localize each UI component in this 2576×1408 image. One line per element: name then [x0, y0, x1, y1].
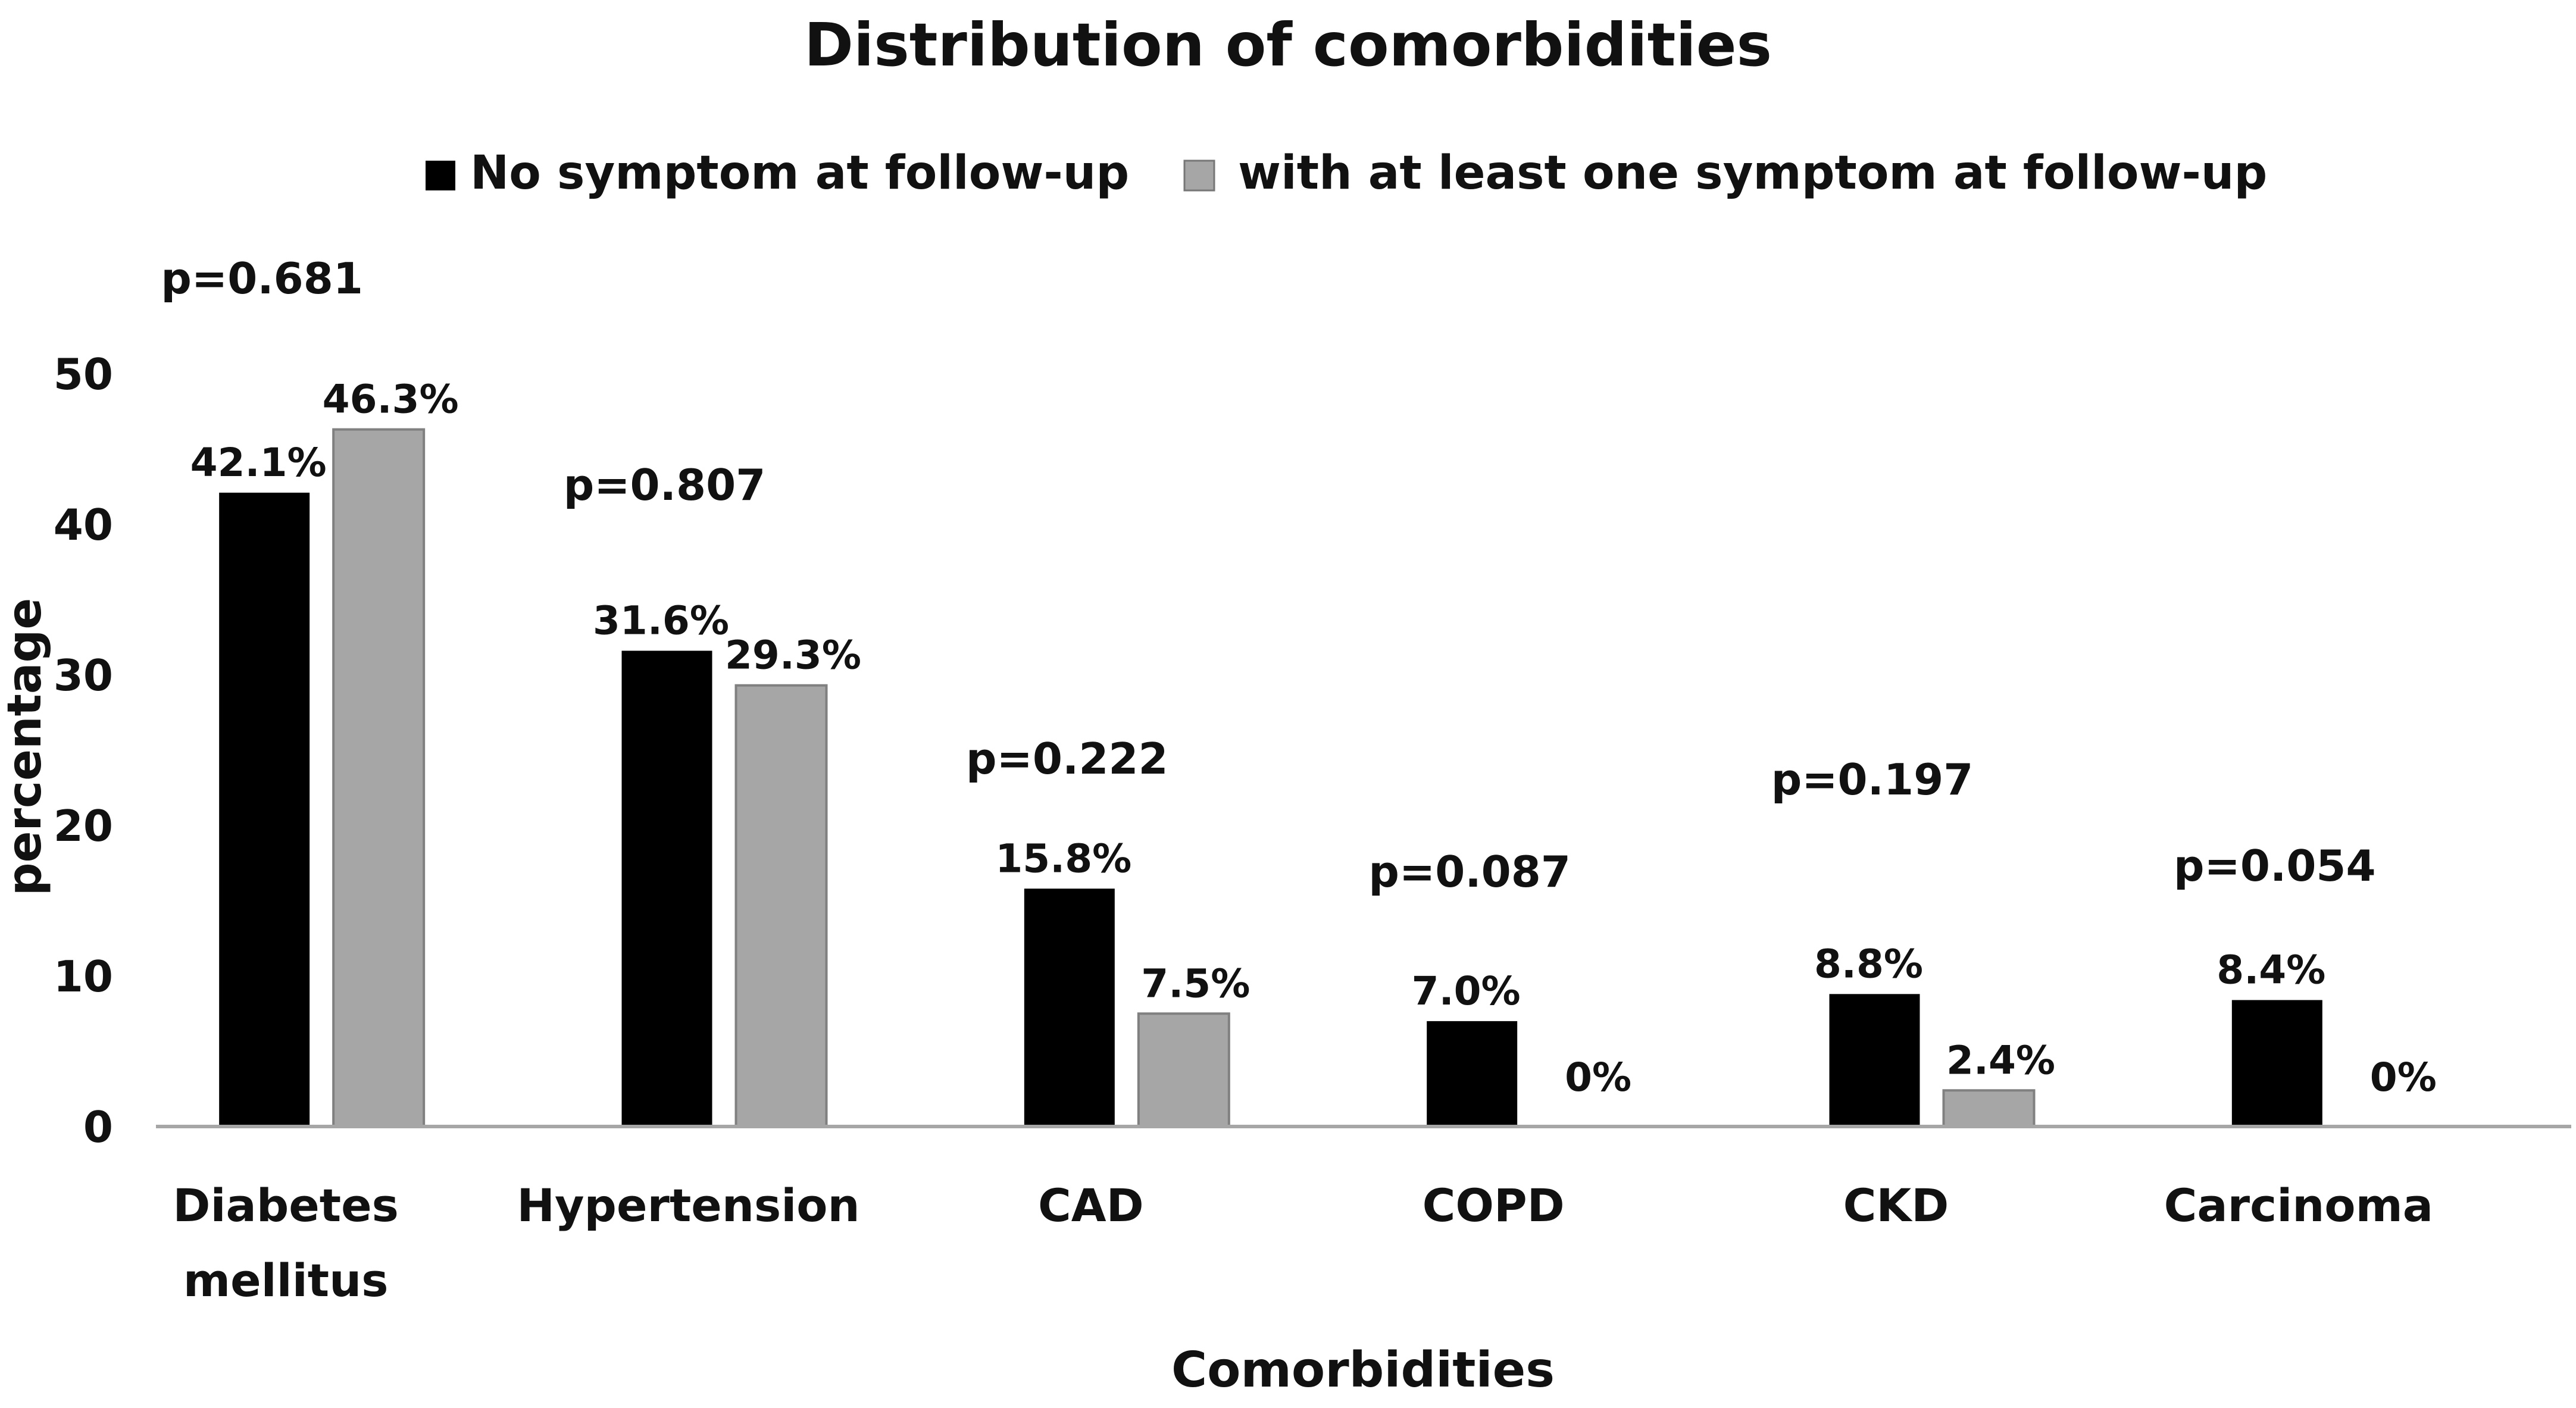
bar-value-labels: 42.1% 46.3% 31.6%29.3% 15.8% 7.5% 7.0% 0% 8.8% 2… — [190, 377, 2437, 1100]
bar-label-with-symptom: 0% — [1565, 1055, 1631, 1100]
legend-label-with-symptom: with at least one symptom at follow-up — [1238, 146, 2267, 200]
bar-label-no-symptom: 15.8% — [995, 836, 1131, 881]
y-tick-label: 20 — [54, 801, 113, 851]
bar-with-symptom — [1137, 1012, 1230, 1128]
p-value-annotation: p=0.054 — [2174, 841, 2376, 891]
bar-label-no-symptom: 31.6% — [593, 598, 729, 644]
p-value-annotation: p=0.681 — [161, 254, 363, 303]
x-tick-label: Diabetes — [173, 1179, 398, 1232]
x-tick-label: mellitus — [183, 1254, 389, 1307]
bar-no-symptom — [2231, 1000, 2322, 1127]
bar-with-symptom — [1942, 1089, 2036, 1128]
x-tick-label: CAD — [1038, 1179, 1144, 1232]
bar-with-symptom — [734, 684, 828, 1128]
p-value-annotations: p=0.681 p=0.807 p=0.222 p=0.087 p=0.197 p=0.0… — [161, 254, 2375, 897]
bar-label-with-symptom: 29.3% — [725, 633, 861, 678]
x-axis-label: Comorbidities — [1171, 1342, 1555, 1398]
bar-with-symptom — [332, 428, 426, 1128]
legend-swatch-no-symptom — [426, 161, 455, 190]
bar-no-symptom — [1024, 888, 1115, 1127]
bars — [219, 428, 2322, 1128]
x-axis-categories: Diabetes mellitus Hypertension CAD COPD CKD Ca… — [173, 1179, 2433, 1307]
bar-label-no-symptom: 42.1% — [190, 440, 327, 486]
p-value-annotation: p=0.087 — [1368, 847, 1571, 897]
legend-swatch-with-symptom — [1183, 159, 1215, 192]
bar-no-symptom — [1829, 994, 1920, 1127]
legend-label-no-symptom: No symptom at follow-up — [470, 146, 1129, 200]
p-value-annotation: p=0.807 — [564, 460, 766, 510]
bar-label-no-symptom: 8.8% — [1814, 941, 1923, 987]
y-tick-label: 50 — [54, 349, 113, 399]
bar-label-with-symptom: 7.5% — [1141, 960, 1250, 1006]
y-axis-label: percentage — [0, 598, 52, 896]
p-value-annotation: p=0.197 — [1771, 755, 1974, 805]
y-axis-ticks: 0 10 20 30 40 50 — [54, 349, 113, 1152]
y-tick-label: 40 — [54, 500, 113, 550]
x-tick-label: CKD — [1843, 1179, 1949, 1232]
p-value-annotation: p=0.222 — [966, 734, 1168, 784]
x-tick-label: Carcinoma — [2164, 1179, 2433, 1232]
bar-no-symptom — [219, 492, 310, 1127]
y-tick-label: 10 — [54, 952, 113, 1002]
bar-label-no-symptom: 8.4% — [2217, 947, 2325, 993]
bar-label-with-symptom: 2.4% — [1946, 1037, 2055, 1083]
legend: No symptom at follow-up with at least on… — [426, 146, 2267, 200]
y-tick-label: 0 — [83, 1102, 113, 1152]
bar-no-symptom — [1427, 1021, 1518, 1127]
x-tick-label: COPD — [1423, 1179, 1565, 1232]
y-tick-label: 30 — [54, 650, 113, 700]
bar-label-no-symptom: 7.0% — [1412, 968, 1521, 1014]
bar-label-with-symptom: 46.3% — [323, 377, 459, 423]
bar-label-with-symptom: 0% — [2370, 1055, 2437, 1100]
bar-no-symptom — [621, 650, 712, 1127]
x-tick-label: Hypertension — [517, 1179, 859, 1232]
chart-title: Distribution of comorbidities — [804, 10, 1772, 80]
